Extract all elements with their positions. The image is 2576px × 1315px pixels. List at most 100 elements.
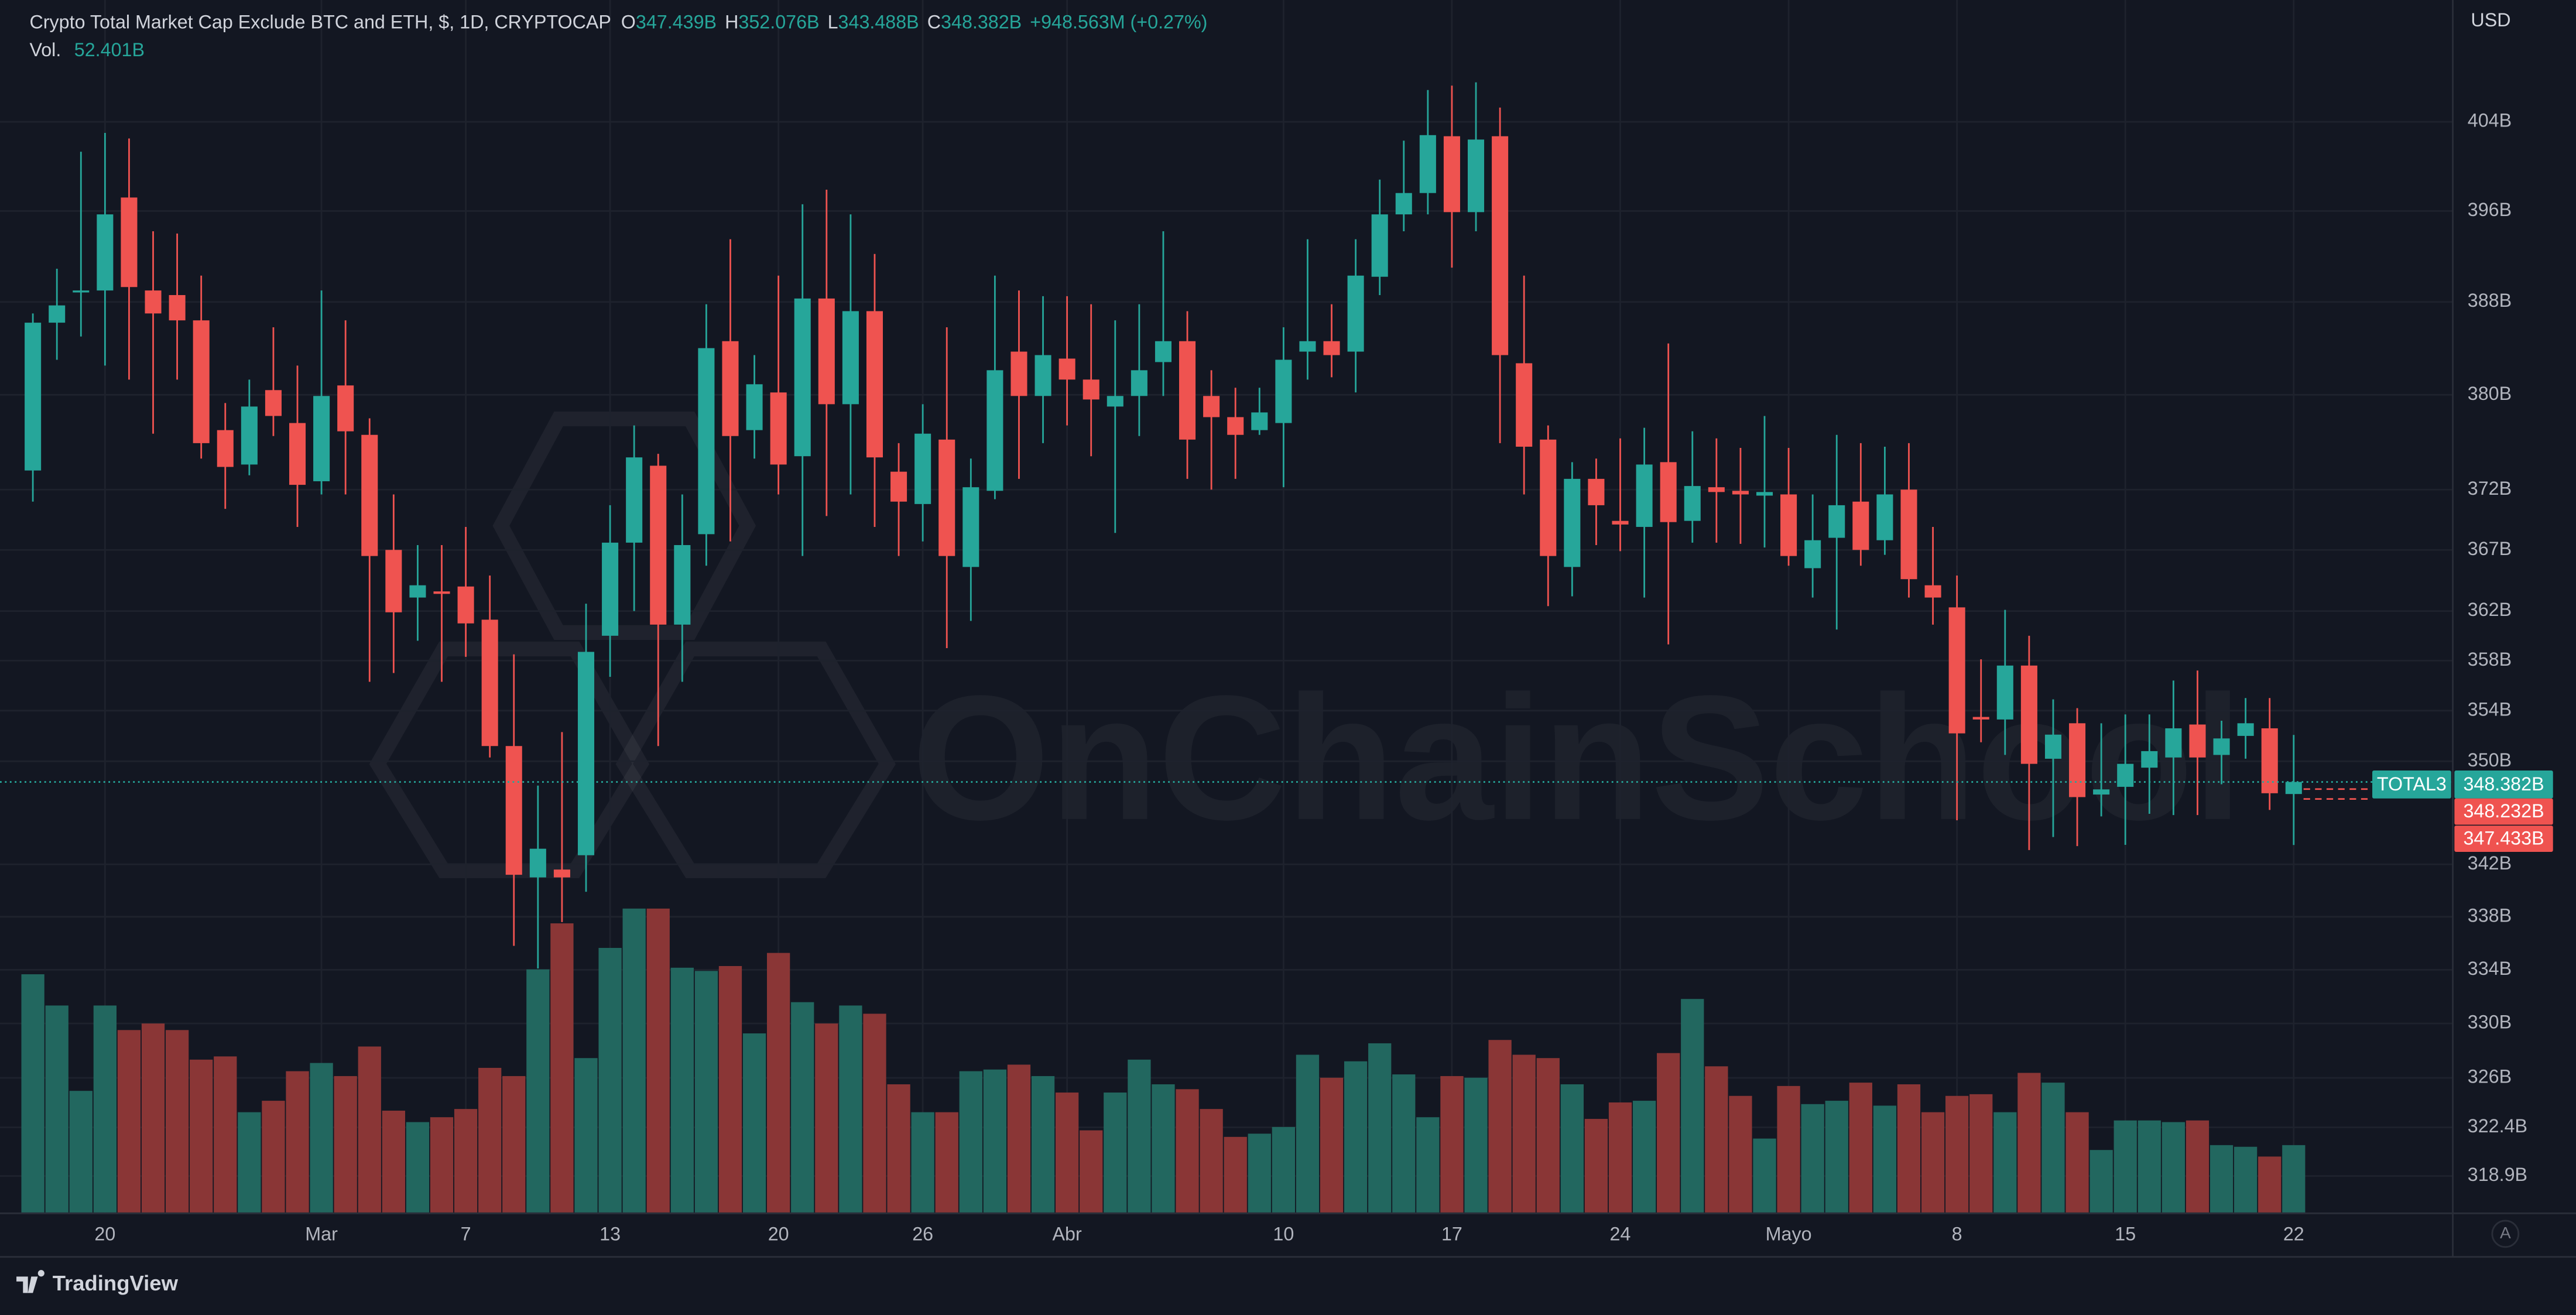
candle-body — [602, 542, 619, 636]
volume-bar — [1777, 1085, 1800, 1213]
volume-bar — [93, 1005, 117, 1213]
candle-body — [73, 290, 90, 293]
legend-key: L — [828, 11, 838, 32]
candle-body — [1059, 358, 1075, 380]
volume-bar — [1536, 1058, 1560, 1213]
candle-body — [1516, 363, 1533, 447]
volume-bar — [2282, 1145, 2306, 1213]
candle-body — [746, 384, 763, 430]
candle-body — [1948, 607, 1965, 734]
volume-bar — [718, 965, 742, 1213]
volume-bar — [2234, 1146, 2258, 1213]
candle-body — [1371, 214, 1388, 277]
volume-bar — [1897, 1084, 1921, 1213]
scale-button-ring[interactable] — [2491, 1220, 2520, 1248]
grid — [0, 0, 2453, 1213]
volume-bar — [1560, 1084, 1584, 1213]
x-tick-label: 10 — [1273, 1224, 1294, 1245]
volume-bar — [1296, 1054, 1320, 1213]
volume-bar — [935, 1112, 958, 1213]
candle-body — [265, 390, 282, 416]
volume-bar — [1320, 1077, 1344, 1213]
candle-body — [1419, 135, 1436, 193]
volume-bar — [1873, 1105, 1897, 1213]
legend-value: 347.439B — [636, 11, 717, 32]
y-tick-label: 318.9B — [2468, 1164, 2527, 1185]
volume-bar — [238, 1112, 261, 1213]
scale-button-label[interactable]: A — [2500, 1224, 2511, 1242]
candle-body — [1083, 379, 1099, 400]
candle-body — [1443, 136, 1460, 213]
x-tick-label: 8 — [1952, 1224, 1962, 1245]
candle-body — [1924, 585, 1941, 598]
candle-body — [986, 370, 1003, 491]
candle-body — [1804, 540, 1821, 569]
y-tick-label: 362B — [2468, 599, 2512, 620]
volume-bar — [646, 908, 670, 1213]
volume-bar — [1825, 1101, 1848, 1213]
candle-body — [1732, 491, 1749, 495]
volume-bar — [526, 969, 550, 1213]
legend-value: 343.488B — [838, 11, 919, 32]
volume-bar — [1200, 1109, 1223, 1213]
candle-body — [1564, 478, 1581, 567]
volume-bar — [141, 1023, 165, 1213]
candle-body — [1612, 520, 1629, 525]
volume-bar — [1729, 1095, 1752, 1213]
candle-body — [97, 214, 114, 291]
volume-bar — [2137, 1120, 2161, 1213]
volume-bar — [1945, 1095, 1969, 1213]
candle-body — [25, 323, 42, 471]
volume-bar — [983, 1069, 1007, 1213]
volume-bar — [2017, 1073, 2041, 1213]
volume-bar — [478, 1067, 502, 1213]
volume-bar — [1657, 1053, 1680, 1213]
y-tick-label: 342B — [2468, 852, 2512, 874]
candle-body — [577, 652, 595, 855]
candle-body — [553, 869, 570, 878]
brand[interactable]: TradingView — [16, 1270, 179, 1295]
volume-bar — [69, 1091, 93, 1213]
legend-value: 352.076B — [738, 11, 819, 32]
y-tick-label: 354B — [2468, 698, 2512, 720]
candle-body — [1155, 341, 1171, 362]
volume-bar — [2113, 1120, 2137, 1213]
candle-body — [1684, 486, 1701, 521]
volume-key: Vol. — [30, 39, 61, 60]
volume-bar — [1392, 1074, 1416, 1213]
candle-body — [1900, 489, 1917, 580]
y-tick-label: 396B — [2468, 199, 2512, 220]
volume-bar — [742, 1033, 766, 1213]
legend-line: Vol. 52.401B — [30, 39, 145, 60]
candle-body — [1492, 136, 1509, 355]
volume-bar — [1753, 1138, 1776, 1213]
volume-bar — [887, 1084, 910, 1213]
candle-body — [1828, 505, 1845, 538]
scale-button[interactable]: A — [2491, 1220, 2520, 1248]
volume-bar — [454, 1109, 478, 1213]
candle-body — [818, 298, 835, 405]
volume-bar — [165, 1030, 189, 1213]
candle-body — [481, 619, 498, 746]
volume-bar — [911, 1112, 934, 1213]
y-tick-label: 380B — [2468, 383, 2512, 404]
candle-body — [2117, 763, 2134, 787]
brand-logo[interactable] — [16, 1270, 44, 1293]
candle-body — [722, 341, 739, 436]
candle-body — [890, 471, 907, 502]
candle-body — [49, 305, 66, 323]
price-tag — [2454, 798, 2553, 825]
y-tick-label: 338B — [2468, 905, 2512, 926]
candle-body — [914, 433, 931, 504]
y-tick-label: 388B — [2468, 290, 2512, 311]
volume-bar — [190, 1059, 213, 1213]
x-tick-label: 13 — [600, 1224, 621, 1245]
price-axis — [2452, 0, 2576, 1257]
candle-body — [169, 294, 186, 321]
y-tick-label: 322.4B — [2468, 1115, 2527, 1136]
candle-body — [626, 457, 643, 543]
brand-name[interactable]: TradingView — [53, 1271, 179, 1295]
candle-body — [289, 423, 306, 485]
x-tick-label: 15 — [2115, 1224, 2136, 1245]
volume-bar — [214, 1056, 237, 1213]
